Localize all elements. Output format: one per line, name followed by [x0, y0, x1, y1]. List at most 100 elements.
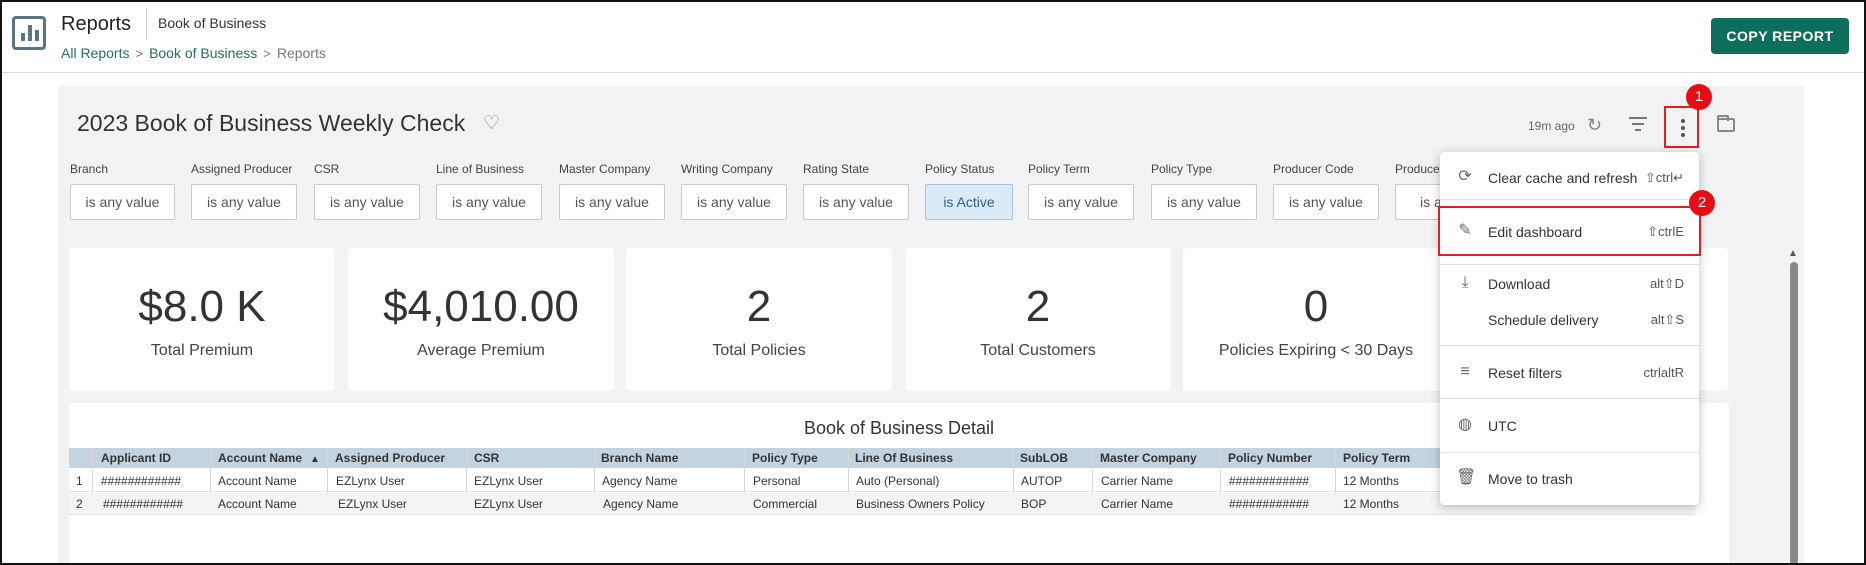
- menu-item-label: Download: [1488, 276, 1551, 292]
- kpi-value: $8.0 K: [138, 282, 266, 331]
- filter-policy-status[interactable]: is Active: [925, 184, 1013, 220]
- menu-item-reset-filters[interactable]: ≡ Reset filters ctrlaltR: [1440, 355, 1699, 391]
- column-divider: [92, 448, 93, 514]
- table-title: Book of Business Detail: [803, 418, 995, 438]
- menu-item-label: Move to trash: [1488, 471, 1573, 487]
- column-header-branch-name[interactable]: Branch Name: [601, 451, 679, 465]
- filter-writing-company[interactable]: is any value: [681, 184, 787, 220]
- menu-divider: [1440, 199, 1699, 200]
- filter-csr[interactable]: is any value: [314, 184, 420, 220]
- kpi-label: Total Customers: [980, 342, 1096, 359]
- column-header-account-name[interactable]: Account Name ▲: [218, 448, 320, 468]
- filter-producer-code[interactable]: is any value: [1273, 184, 1379, 220]
- filter-label-producer-code: Producer Code: [1273, 162, 1354, 176]
- menu-item-utc[interactable]: ◍ UTC: [1440, 408, 1699, 444]
- column-header-policy-number[interactable]: Policy Number: [1228, 451, 1313, 465]
- vertical-scrollbar[interactable]: [1790, 262, 1798, 565]
- table-row[interactable]: [69, 470, 1695, 492]
- filter-icon: ≡: [1460, 363, 1470, 380]
- table-row[interactable]: [69, 493, 1695, 515]
- folder-icon[interactable]: [1717, 115, 1735, 132]
- menu-item-download[interactable]: ⤓ Download alt⇧D: [1440, 266, 1699, 302]
- filter-master-company[interactable]: is any value: [559, 184, 665, 220]
- column-divider: [744, 448, 745, 514]
- column-header-line-of-business[interactable]: Line Of Business: [855, 451, 954, 465]
- app-subtitle: Book of Business: [158, 15, 267, 31]
- cell-policy-term: 12 Months: [1343, 474, 1400, 488]
- column-header-sublob[interactable]: SubLOB: [1020, 451, 1068, 465]
- filter-policy-type[interactable]: is any value: [1151, 184, 1257, 220]
- annotation-badge-2: 2: [1689, 190, 1715, 216]
- cell-account-name: Account Name: [218, 497, 297, 511]
- cell-master-company: Carrier Name: [1101, 474, 1174, 488]
- top-header: Reports Book of Business All Reports > B…: [0, 0, 1866, 73]
- column-header-policy-term[interactable]: Policy Term: [1343, 451, 1411, 465]
- menu-item-shortcut: alt⇧S: [1650, 312, 1684, 327]
- table-header-row: [69, 448, 1695, 468]
- menu-item-label: UTC: [1488, 418, 1517, 434]
- menu-item-move-to-trash[interactable]: 🗑 Move to trash: [1440, 461, 1699, 497]
- filter-label-branch: Branch: [70, 162, 109, 176]
- breadcrumb-all-reports[interactable]: All Reports: [61, 45, 130, 61]
- cell-policy-type: Personal: [753, 474, 801, 488]
- column-header-policy-type[interactable]: Policy Type: [752, 451, 818, 465]
- filter-line-of-business[interactable]: is any value: [436, 184, 542, 220]
- kpi-value: 2: [1025, 282, 1051, 331]
- cell-policy-number: ############: [1229, 474, 1310, 488]
- filter-assigned-producer[interactable]: is any value: [191, 184, 297, 220]
- menu-item-clear-cache[interactable]: ⟳ Clear cache and refresh ⇧ctrl↵: [1440, 160, 1699, 196]
- column-header-csr[interactable]: CSR: [474, 451, 500, 465]
- column-divider: [594, 448, 595, 514]
- refresh-icon: ⟳: [1458, 168, 1472, 185]
- filter-label-master-company: Master Company: [559, 162, 651, 176]
- refresh-icon[interactable]: ↻: [1587, 115, 1603, 135]
- menu-divider: [1440, 345, 1699, 346]
- column-header-applicant-id[interactable]: Applicant ID: [101, 451, 172, 465]
- row-number: 2: [76, 497, 83, 511]
- kpi-card-total-customers: 2 Total Customers: [905, 248, 1171, 391]
- cell-csr: EZLynx User: [474, 497, 543, 511]
- menu-item-edit-dashboard[interactable]: ✎ Edit dashboard ⇧ctrlE: [1438, 206, 1701, 256]
- cell-master-company: Carrier Name: [1101, 497, 1174, 511]
- copy-report-button[interactable]: COPY REPORT: [1711, 18, 1849, 54]
- menu-item-label: Schedule delivery: [1488, 312, 1599, 328]
- last-updated: 19m ago: [1528, 119, 1575, 133]
- cell-line-of-business: Auto (Personal): [856, 474, 940, 488]
- breadcrumb-current: Reports: [276, 45, 326, 61]
- filter-label-assigned-producer: Assigned Producer: [191, 162, 293, 176]
- cell-policy-type: Commercial: [753, 497, 818, 511]
- dashboard-actions-menu: ⟳ Clear cache and refresh ⇧ctrl↵ ✎ Edit …: [1438, 152, 1701, 505]
- kpi-value: $4,010.00: [383, 282, 579, 331]
- filter-rating-state[interactable]: is any value: [803, 184, 909, 220]
- filter-policy-term[interactable]: is any value: [1028, 184, 1134, 220]
- filter-label-csr: CSR: [314, 162, 340, 176]
- breadcrumb-book-of-business[interactable]: Book of Business: [149, 45, 258, 61]
- cell-policy-number: ############: [1229, 497, 1310, 511]
- favorite-heart-icon[interactable]: ♡: [483, 113, 501, 134]
- menu-item-shortcut: ctrlaltR: [1643, 365, 1684, 380]
- kpi-label: Average Premium: [417, 342, 545, 359]
- menu-item-shortcut: alt⇧D: [1649, 276, 1684, 291]
- filter-label-policy-status: Policy Status: [925, 162, 995, 176]
- column-divider: [210, 448, 211, 514]
- cell-csr: EZLynx User: [474, 474, 543, 488]
- filter-icon[interactable]: [1629, 117, 1647, 131]
- annotation-badge-1: 1: [1686, 84, 1712, 110]
- row-number: 1: [76, 474, 83, 488]
- menu-item-schedule-delivery[interactable]: Schedule delivery alt⇧S: [1440, 302, 1699, 338]
- column-divider: [848, 448, 849, 514]
- column-header-assigned-producer[interactable]: Assigned Producer: [335, 451, 446, 465]
- kpi-card-average-premium: $4,010.00 Average Premium: [348, 248, 614, 391]
- kpi-value: 0: [1303, 282, 1329, 331]
- menu-divider: [1440, 452, 1699, 453]
- column-header-label: Account Name: [218, 451, 303, 465]
- trash-icon: 🗑: [1456, 469, 1477, 486]
- globe-icon: ◍: [1458, 416, 1472, 433]
- kpi-label: Total Premium: [150, 342, 254, 359]
- column-header-master-company[interactable]: Master Company: [1100, 451, 1197, 465]
- filter-branch[interactable]: is any value: [70, 184, 175, 220]
- scroll-up-arrow-icon[interactable]: ▲: [1788, 248, 1798, 259]
- dashboard-actions-menu-button[interactable]: [1664, 106, 1699, 148]
- column-divider: [327, 448, 328, 514]
- cell-branch-name: Agency Name: [602, 474, 678, 488]
